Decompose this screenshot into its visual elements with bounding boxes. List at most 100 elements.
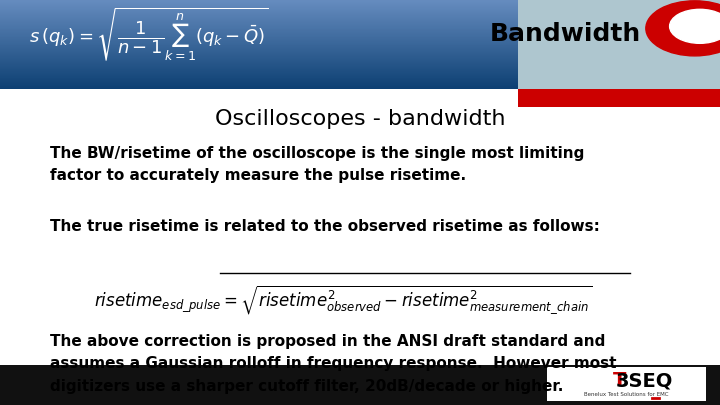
Bar	[0, 2, 518, 3]
Bar	[0, 1, 518, 2]
Bar	[0, 60, 518, 61]
Bar	[518, 89, 720, 107]
Bar	[0, 38, 518, 39]
Bar	[0, 79, 518, 80]
Bar	[0, 85, 518, 86]
Bar	[0, 68, 518, 70]
Bar	[0, 52, 518, 53]
Bar	[0, 88, 518, 89]
Bar	[0, 43, 518, 44]
Bar	[0, 15, 518, 16]
Bar	[547, 367, 706, 401]
Bar	[0, 10, 518, 11]
Bar	[0, 86, 518, 87]
Bar	[0, 65, 518, 66]
Bar	[0, 40, 518, 41]
Bar	[0, 44, 518, 45]
Bar	[0, 14, 518, 15]
Bar	[0, 50, 518, 51]
Bar	[0, 31, 518, 32]
Text: $risetime_{esd\_pulse} = \sqrt{risetime^2_{observed} - risetime^2_{measurement\_: $risetime_{esd\_pulse} = \sqrt{risetime^…	[94, 284, 592, 316]
Bar	[0, 83, 518, 84]
Bar	[0, 0, 518, 1]
Bar	[0, 54, 518, 55]
Bar	[0, 63, 518, 64]
Bar	[0, 64, 518, 65]
Bar	[0, 9, 518, 10]
Bar	[0, 77, 518, 79]
Bar	[0, 24, 518, 25]
Bar	[0, 62, 518, 63]
Bar	[0, 27, 518, 28]
Bar	[0, 76, 518, 77]
Bar	[0, 21, 518, 22]
Bar	[0, 45, 518, 46]
Bar	[0, 87, 518, 88]
Bar	[0, 49, 518, 50]
Bar	[0, 26, 518, 27]
Text: Oscilloscopes - bandwidth: Oscilloscopes - bandwidth	[215, 109, 505, 129]
Bar	[0, 3, 518, 4]
Bar	[0, 4, 518, 5]
Bar	[0, 75, 518, 76]
Bar	[0, 17, 518, 18]
Text: $s\,(q_k) = \sqrt{\dfrac{1}{n-1}\sum_{k=1}^{n}(q_k - \bar{Q})}$: $s\,(q_k) = \sqrt{\dfrac{1}{n-1}\sum_{k=…	[29, 6, 269, 63]
Bar	[0, 47, 518, 48]
Text: Benelux Test Solutions for EMC: Benelux Test Solutions for EMC	[584, 392, 669, 397]
Bar	[0, 53, 518, 54]
Bar	[0, 66, 518, 67]
Bar	[0, 6, 518, 7]
Bar	[0, 58, 518, 59]
Bar	[0, 12, 518, 13]
Circle shape	[670, 9, 720, 43]
Bar	[0, 67, 518, 68]
Bar	[0, 51, 518, 52]
Text: The BW/risetime of the oscilloscope is the single most limiting
factor to accura: The BW/risetime of the oscilloscope is t…	[50, 146, 585, 183]
Bar	[0, 84, 518, 85]
Bar	[0, 19, 518, 21]
Bar	[0, 8, 518, 9]
Bar	[0, 36, 518, 37]
Text: The true risetime is related to the observed risetime as follows:: The true risetime is related to the obse…	[50, 219, 600, 234]
Bar	[0, 82, 518, 83]
Bar	[0, 72, 518, 73]
Bar	[0, 23, 518, 24]
Bar	[0, 364, 720, 405]
Bar	[518, 0, 720, 89]
Bar	[0, 73, 518, 74]
Bar	[0, 30, 518, 31]
Bar	[0, 35, 518, 36]
Bar	[0, 18, 518, 19]
Text: 3SEQ: 3SEQ	[616, 371, 673, 390]
Bar	[0, 81, 518, 82]
Bar	[0, 11, 518, 12]
Bar	[0, 61, 518, 62]
Bar	[0, 57, 518, 58]
Bar	[0, 59, 518, 60]
Text: The above correction is proposed in the ANSI draft standard and
assumes a Gaussi: The above correction is proposed in the …	[50, 334, 617, 394]
Bar	[0, 71, 518, 72]
Bar	[0, 5, 518, 6]
Bar	[0, 56, 518, 57]
Bar	[0, 74, 518, 75]
Bar	[0, 33, 518, 34]
Bar	[0, 28, 518, 30]
Bar	[0, 80, 518, 81]
Bar	[0, 13, 518, 14]
Text: T: T	[613, 371, 626, 390]
Bar	[0, 39, 518, 40]
Bar	[0, 25, 518, 26]
Bar	[0, 46, 518, 47]
Bar	[0, 70, 518, 71]
Bar	[0, 32, 518, 33]
Bar	[0, 0, 720, 89]
Circle shape	[646, 1, 720, 56]
Bar	[0, 34, 518, 35]
Bar	[0, 16, 518, 17]
Bar	[0, 22, 518, 23]
Bar	[0, 41, 518, 42]
Bar	[0, 42, 518, 43]
Text: Bandwidth: Bandwidth	[490, 22, 641, 47]
Bar	[0, 48, 518, 49]
Bar	[0, 7, 518, 8]
